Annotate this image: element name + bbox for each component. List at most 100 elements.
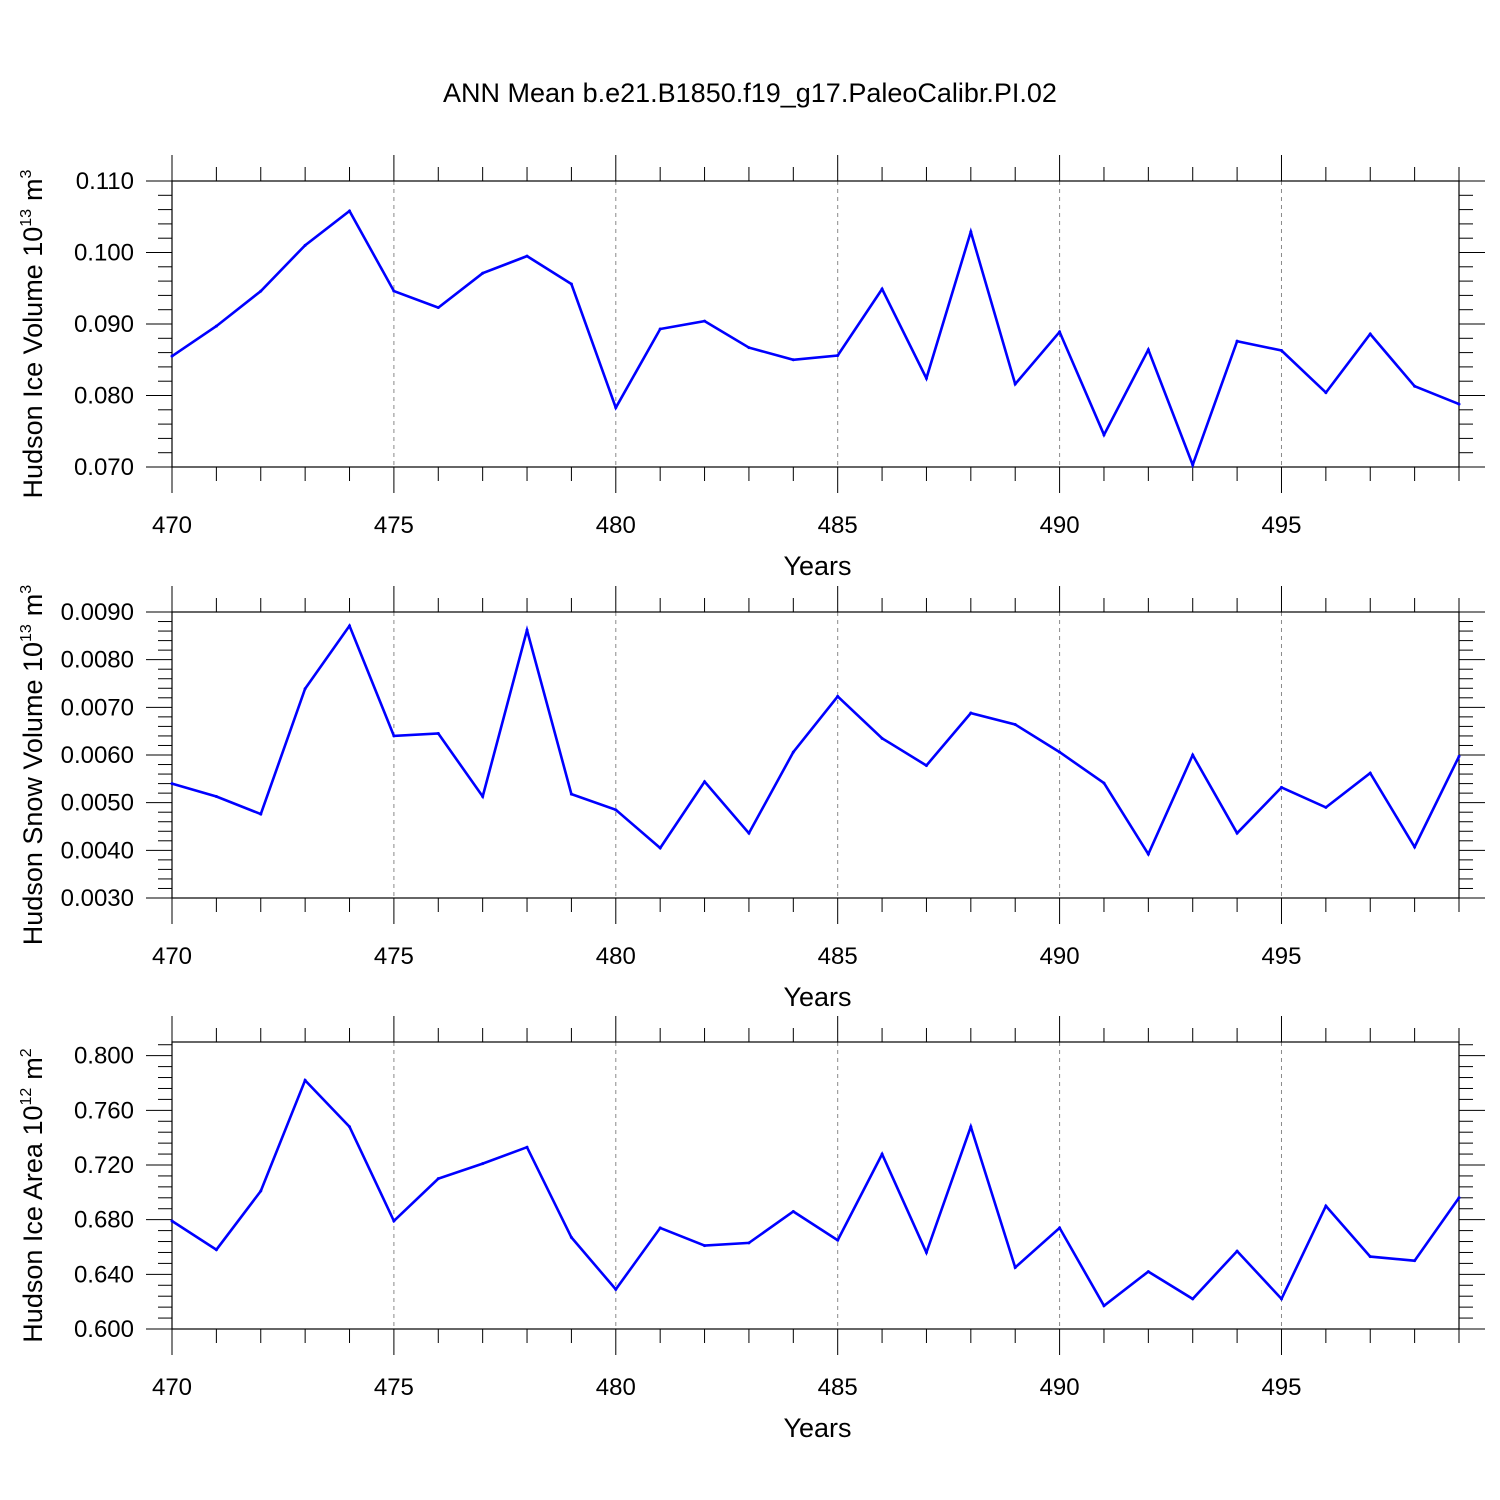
- data-point: [1146, 1270, 1150, 1274]
- x-tick-label: 480: [596, 1374, 636, 1401]
- data-point: [392, 1219, 396, 1223]
- x-tick-label: 485: [818, 943, 858, 970]
- data-point: [1279, 1297, 1283, 1301]
- y-tick-label: 0.600: [74, 1316, 134, 1343]
- data-point: [214, 794, 218, 798]
- x-tick-label: 480: [596, 943, 636, 970]
- data-point: [436, 1177, 440, 1181]
- y-tick-label: 0.0040: [61, 837, 134, 864]
- data-point: [170, 782, 174, 786]
- x-tick-label: 470: [152, 943, 192, 970]
- data-point: [747, 831, 751, 835]
- x-tick-label: 495: [1261, 1374, 1301, 1401]
- y-axis-title-text: Hudson Ice Area 10: [18, 1106, 48, 1343]
- x-tick-label: 475: [374, 943, 414, 970]
- y-tick-label: 0.0070: [61, 694, 134, 721]
- y-tick-label: 0.0080: [61, 647, 134, 674]
- x-tick-label: 490: [1040, 512, 1080, 539]
- data-point: [525, 1145, 529, 1149]
- series-line: [171, 1077, 1461, 1308]
- data-point: [836, 353, 840, 357]
- data-point: [1058, 330, 1062, 334]
- data-point: [303, 1078, 307, 1082]
- y-tick-label: 0.680: [74, 1207, 134, 1234]
- y-axis-title-exponent: 12: [18, 1088, 35, 1106]
- series-line: [171, 209, 1460, 469]
- page-title: ANN Mean b.e21.B1850.f19_g17.PaleoCalibr…: [443, 78, 1057, 108]
- data-point: [481, 271, 485, 275]
- data-point: [1413, 1259, 1417, 1263]
- data-point: [1058, 1226, 1062, 1230]
- y-axis-title: Hudson Ice Volume 1013 m3: [18, 169, 48, 498]
- data-point: [1368, 1255, 1372, 1259]
- data-point: [1102, 433, 1106, 437]
- y-tick-label: 0.800: [74, 1043, 134, 1070]
- data-point: [1413, 384, 1417, 388]
- data-point: [924, 1250, 928, 1254]
- data-point: [1279, 785, 1283, 789]
- y-tick-label: 0.0030: [61, 885, 134, 912]
- y-axis-title: Hudson Ice Area 1012 m2: [18, 1048, 48, 1342]
- data-point: [1368, 332, 1372, 336]
- data-point: [836, 1238, 840, 1242]
- x-tick-label: 495: [1261, 512, 1301, 539]
- data-point: [614, 1287, 618, 1291]
- y-tick-label: 0.090: [74, 311, 134, 338]
- data-point: [569, 792, 573, 796]
- y-axis-title-unit: m: [18, 178, 48, 201]
- data-point: [1324, 805, 1328, 809]
- y-tick-label: 0.070: [74, 454, 134, 481]
- data-point: [791, 1209, 795, 1213]
- x-tick-label: 480: [596, 512, 636, 539]
- data-point: [525, 254, 529, 258]
- y-tick-label: 0.720: [74, 1152, 134, 1179]
- data-point: [170, 1219, 174, 1223]
- panel-2: 0.0030 0.0040 0.0050 0.0060 0.0070 0.0080 0.00…: [18, 585, 1485, 1012]
- data-point: [791, 750, 795, 754]
- data-point: [836, 694, 840, 698]
- data-point: [1457, 754, 1461, 758]
- data-point: [1457, 1196, 1461, 1200]
- data-point: [703, 780, 707, 784]
- data-point: [481, 1162, 485, 1166]
- data-point: [392, 289, 396, 293]
- data-point: [1191, 753, 1195, 757]
- y-tick-label: 0.640: [74, 1261, 134, 1288]
- y-axis-title-exponent: 13: [18, 624, 35, 642]
- data-point: [303, 687, 307, 691]
- y-axis-title-exponent: 13: [18, 209, 35, 227]
- data-point: [1058, 750, 1062, 754]
- x-tick-label: 495: [1261, 943, 1301, 970]
- y-axis-title: Hudson Snow Volume 1013 m3: [18, 585, 48, 946]
- data-point: [1013, 1266, 1017, 1269]
- data-point: [392, 734, 396, 738]
- data-point: [924, 763, 928, 767]
- data-point: [348, 1125, 352, 1129]
- data-point: [569, 282, 573, 286]
- data-point: [969, 711, 973, 715]
- data-point: [1235, 831, 1239, 835]
- data-point: [214, 324, 218, 328]
- x-tick-label: 475: [374, 512, 414, 539]
- x-axis-title: Years: [783, 982, 851, 1012]
- data-point: [880, 736, 884, 740]
- data-point: [1013, 722, 1017, 726]
- data-point: [303, 243, 307, 247]
- data-point: [969, 1125, 973, 1129]
- x-tick-label: 485: [818, 1374, 858, 1401]
- panel-1: 0.070 0.080 0.090 0.100 0.110 470 475 480 485 490…: [18, 155, 1485, 581]
- data-point: [703, 319, 707, 323]
- data-point: [969, 230, 973, 234]
- data-point: [1413, 845, 1417, 849]
- plot-frame: [171, 611, 1460, 899]
- data-point: [880, 287, 884, 291]
- data-point: [481, 794, 485, 798]
- y-axis-title-unit: m: [18, 1057, 48, 1080]
- y-tick-label: 0.080: [74, 383, 134, 410]
- y-tick-label: 0.100: [74, 240, 134, 267]
- data-point: [791, 358, 795, 362]
- y-tick-label: 0.0050: [61, 790, 134, 817]
- data-point: [348, 624, 352, 628]
- y-axis-title-text: Hudson Ice Volume 10: [18, 227, 48, 499]
- y-axis-title-text: Hudson Snow Volume 10: [18, 642, 48, 945]
